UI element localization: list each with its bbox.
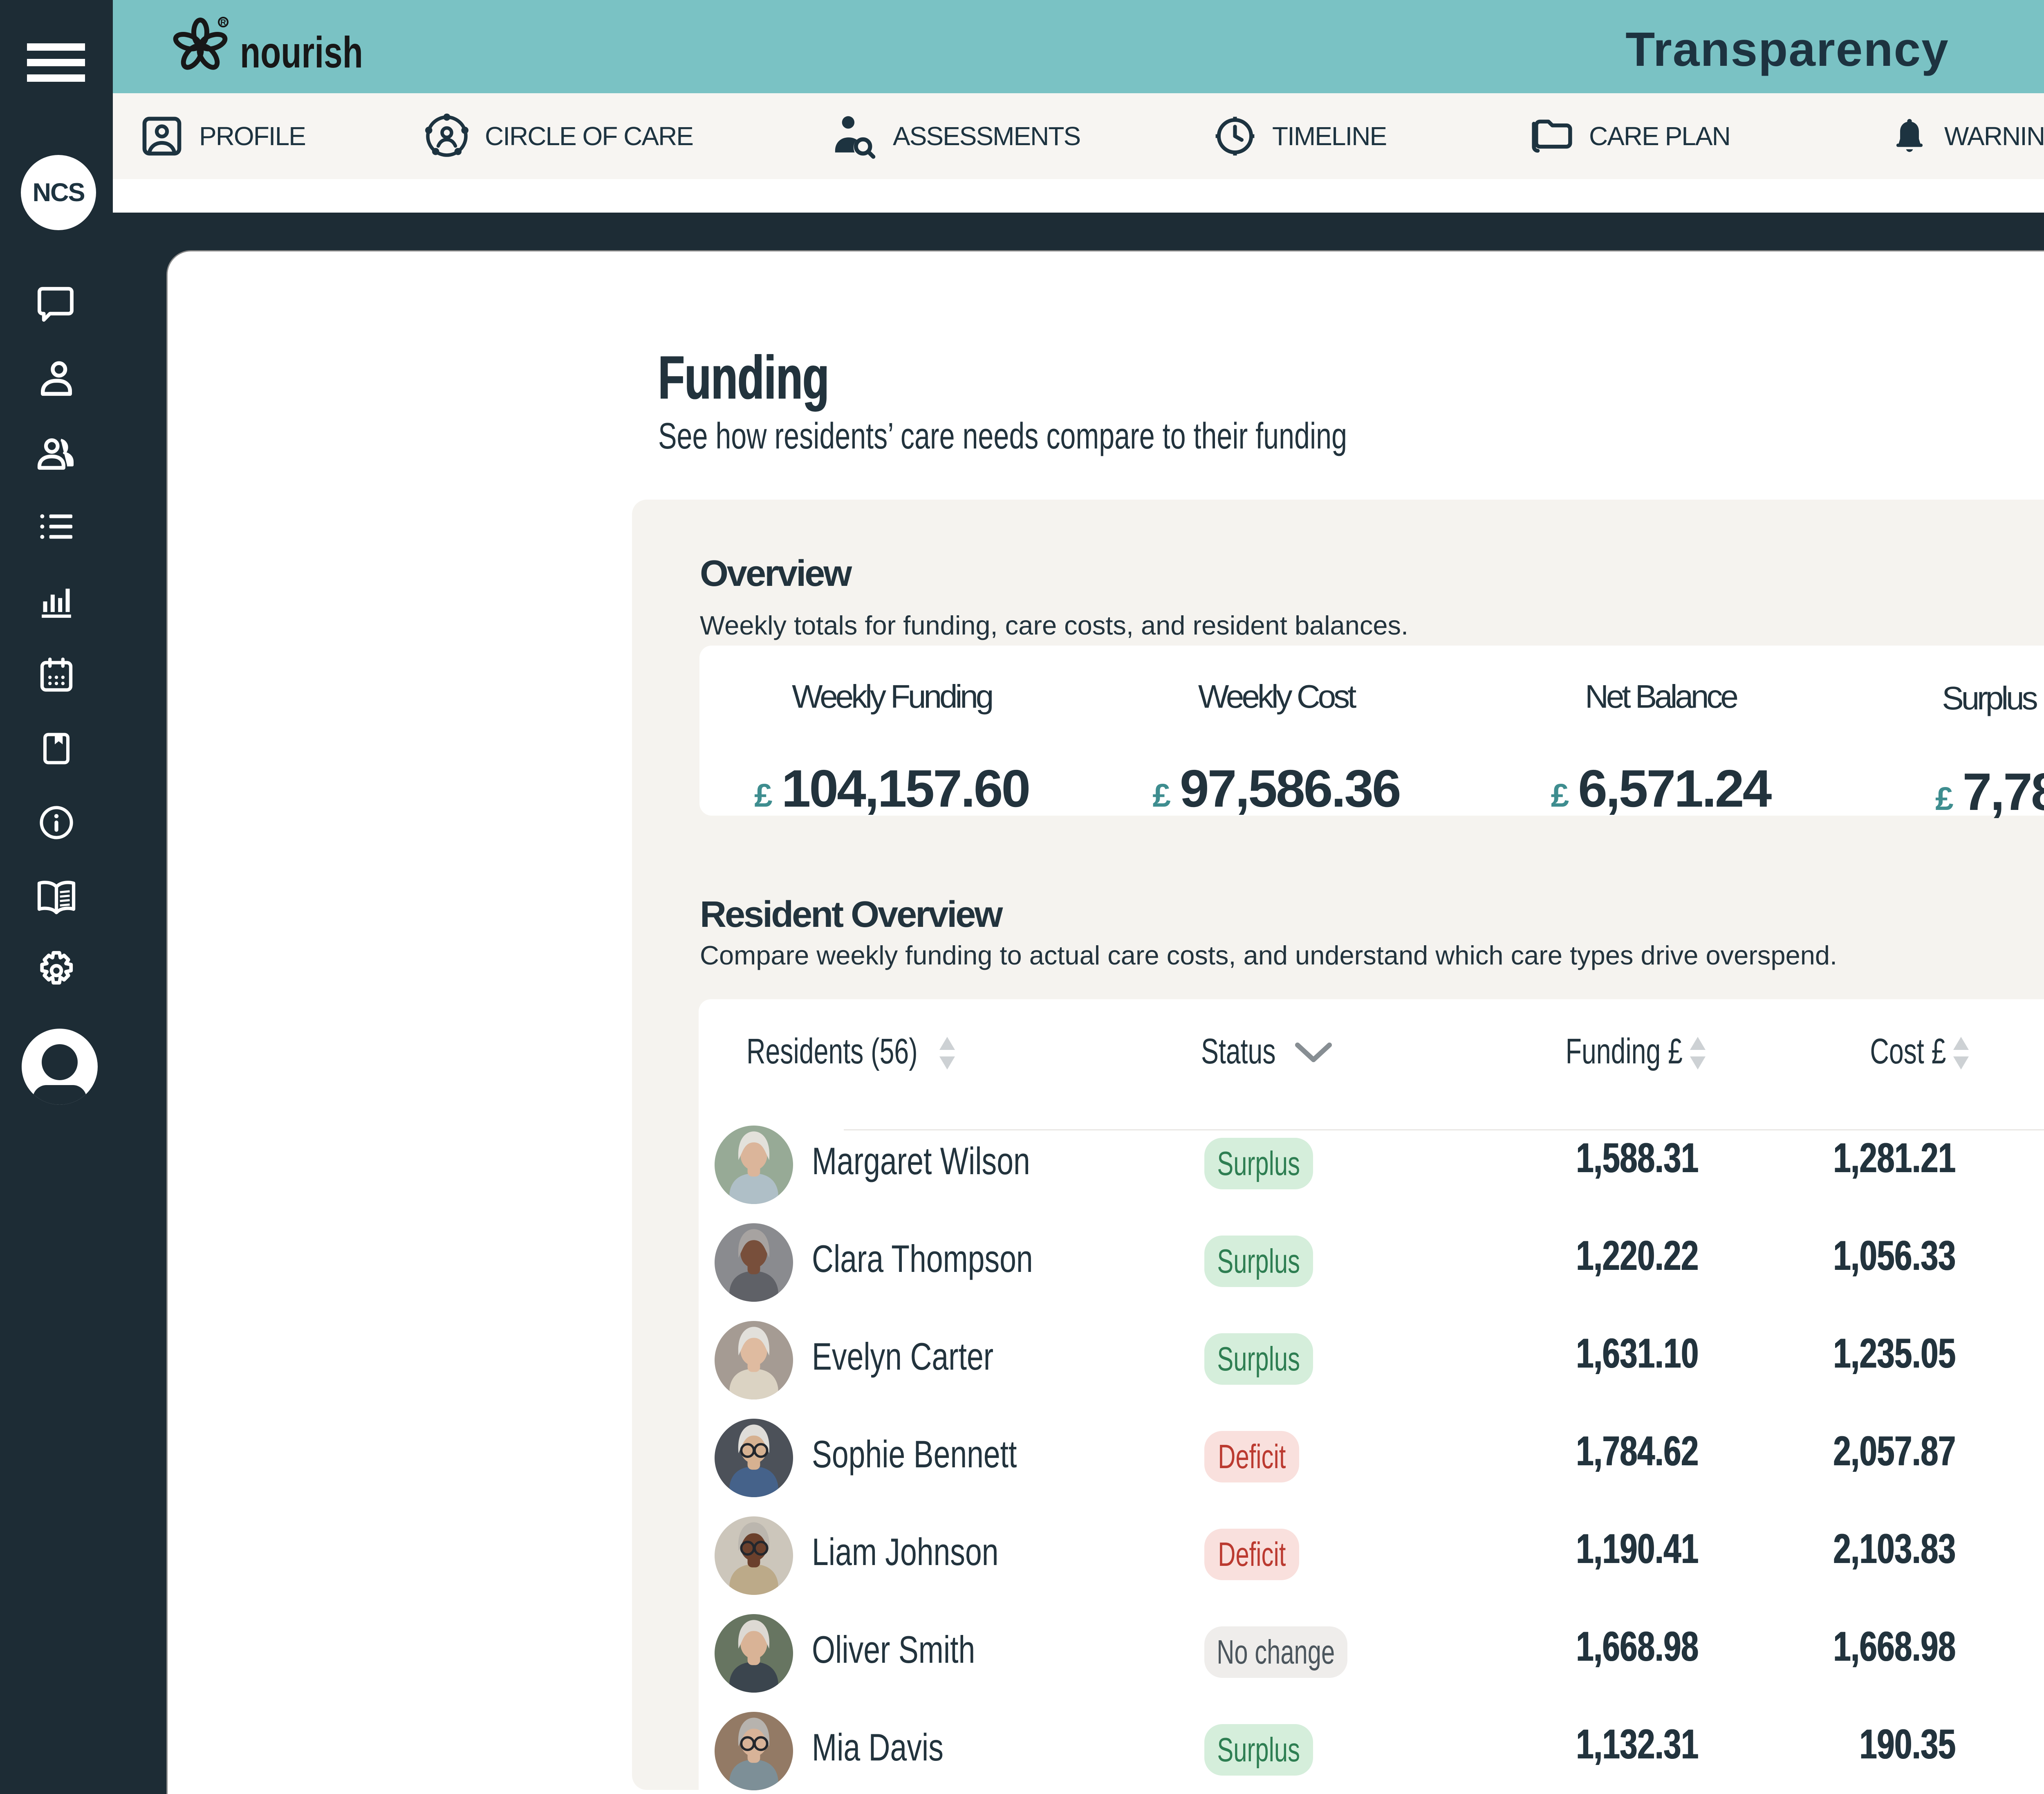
- svg-text:R: R: [220, 18, 226, 27]
